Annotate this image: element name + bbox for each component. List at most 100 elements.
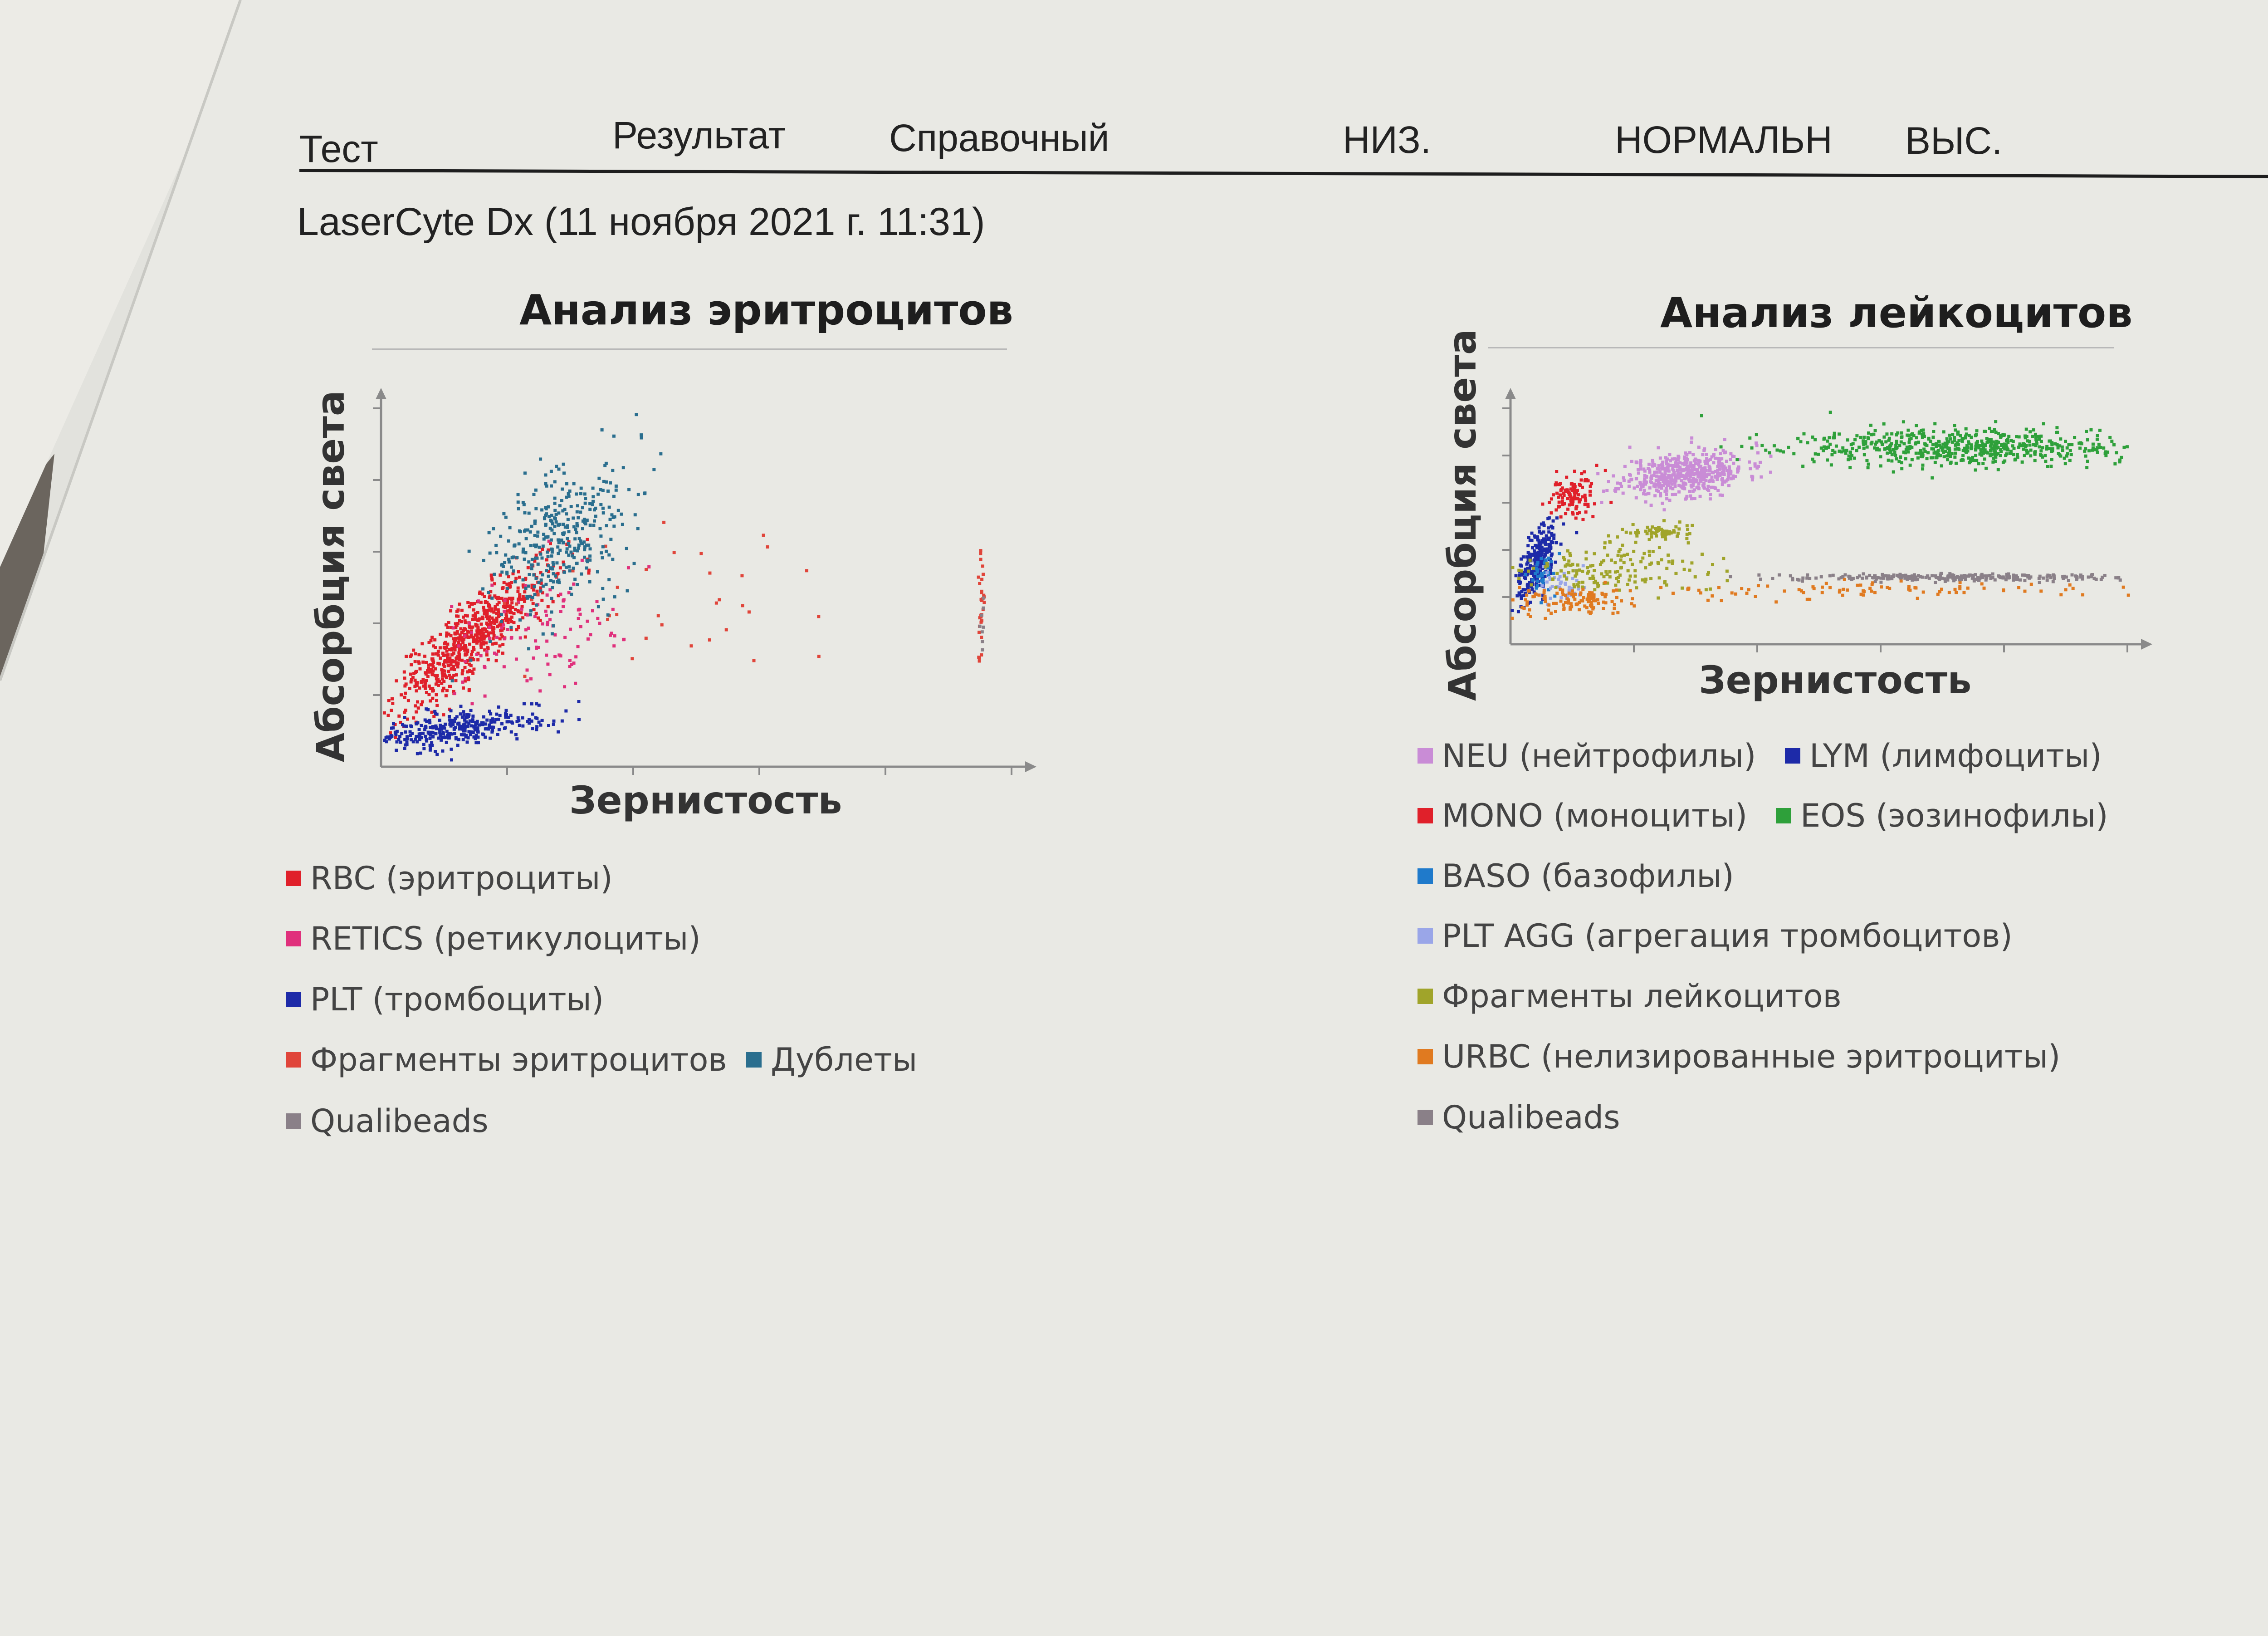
data-point [1983,457,1986,461]
data-point [1730,591,1734,595]
data-point [487,608,490,612]
data-point [420,642,424,646]
data-point [414,704,417,708]
data-point [980,613,983,617]
data-point [1530,572,1534,575]
data-point [460,631,464,635]
data-point [1549,497,1553,501]
data-point [1555,483,1559,486]
data-point [1555,591,1559,595]
data-point [1755,466,1759,470]
data-point [552,722,555,726]
data-point [1549,572,1552,576]
data-point [539,578,543,582]
data-point [1549,565,1553,569]
data-point [1753,464,1757,468]
data-point [522,585,525,589]
data-point [1899,576,1902,580]
data-point [462,733,466,737]
data-point [468,642,472,646]
data-point [1664,487,1668,490]
data-point [1557,578,1560,582]
data-point [1567,601,1570,605]
data-point [1994,420,1998,424]
data-point [512,621,516,625]
data-point [508,582,512,585]
data-point [652,468,656,471]
data-point [659,452,663,456]
data-point [530,702,533,705]
data-point [1657,446,1660,450]
data-point [535,728,538,731]
data-point [1731,454,1735,458]
data-point [465,715,469,719]
data-point [588,554,592,558]
data-point [1724,466,1727,470]
data-point [1954,461,1958,465]
data-point [1608,540,1612,544]
data-point [1663,533,1667,537]
data-point [459,643,462,647]
data-point [1846,438,1849,442]
data-point [1980,453,1984,457]
data-point [1914,441,1918,445]
data-point [1693,575,1697,579]
data-point [525,668,529,672]
data-point [2081,593,2085,597]
data-point [2104,454,2108,457]
data-point [484,601,487,604]
data-point [389,735,392,739]
data-point [1592,596,1596,599]
data-point [417,653,421,656]
data-point [2018,443,2022,447]
data-point [1841,575,1845,578]
data-point [1740,587,1744,591]
data-point [577,700,581,704]
data-point [1796,437,1800,441]
data-point [458,602,461,606]
data-point [620,512,623,516]
data-point [1659,586,1663,589]
data-point [498,714,502,717]
data-point [1581,599,1584,602]
data-point [2074,574,2077,578]
data-point [1543,594,1547,598]
data-point [1982,447,1985,451]
data-point [596,605,600,608]
data-point [1993,428,1996,431]
data-point [504,553,508,557]
data-point [2012,446,2016,450]
data-point [427,641,431,644]
data-point [1932,451,1936,455]
data-point [591,486,595,490]
data-point [1706,485,1710,488]
data-point [408,686,411,690]
data-point [1511,566,1515,569]
data-point [1921,467,1925,471]
data-point [2091,573,2094,577]
data-point [1729,472,1732,475]
data-point [1674,525,1678,529]
data-point [1958,587,1962,591]
data-point [518,575,521,579]
data-point [1879,576,1883,580]
data-point [462,713,466,717]
data-point [1921,428,1925,432]
data-point [586,538,589,541]
data-point [589,633,592,637]
data-point [545,593,549,597]
data-point [1649,504,1653,507]
data-point [488,594,492,598]
data-point [1940,464,1943,468]
data-point [491,717,494,721]
legend-swatch [1418,868,1433,884]
data-point [575,531,578,534]
data-point [1537,539,1541,543]
data-point [1789,574,1792,578]
data-point [1921,451,1924,455]
data-point [395,740,399,744]
data-point [2028,443,2032,447]
data-point [1558,552,1561,555]
data-point [1681,559,1685,563]
data-point [495,652,499,656]
